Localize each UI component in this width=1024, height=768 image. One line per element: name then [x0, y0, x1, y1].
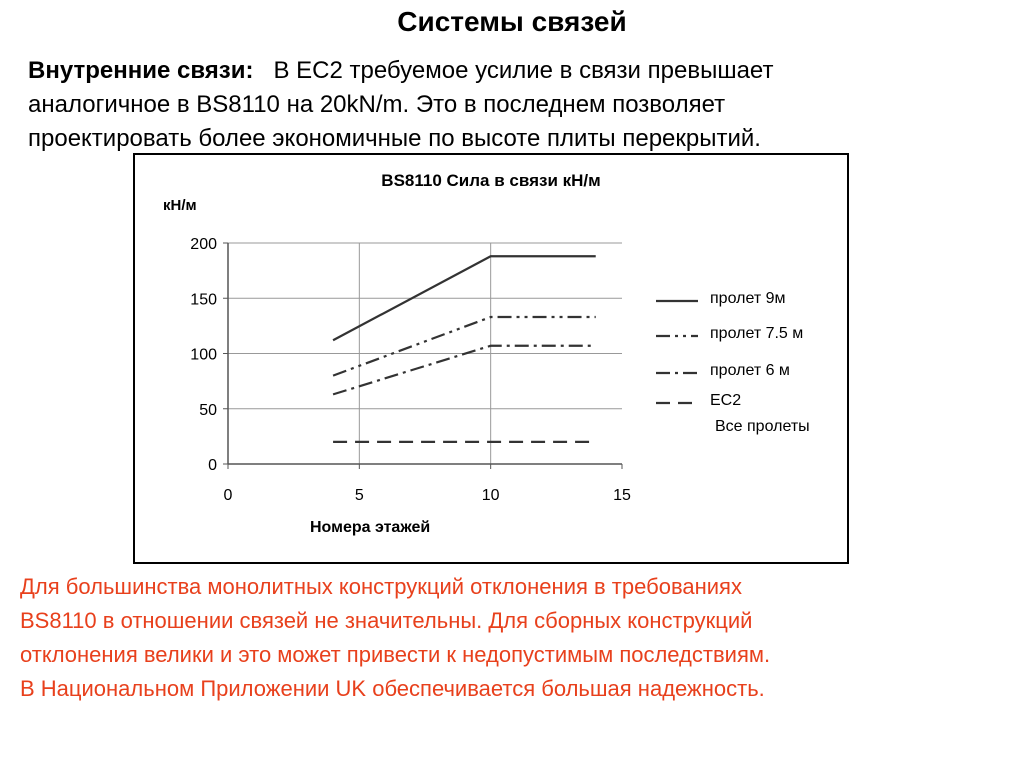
- intro-line-2: аналогичное в BS8110 на 20kN/m. Это в по…: [28, 91, 726, 118]
- intro-line-3: проектировать более экономичные по высот…: [28, 125, 761, 152]
- page-title: Системы связей: [397, 6, 627, 37]
- intro-paragraph: Внутренние связи: В EC2 требуемое усилие…: [28, 54, 998, 156]
- y-tick-label: 150: [190, 291, 217, 308]
- conclusion-line-3: отклонения велики и это может привести к…: [20, 642, 771, 667]
- y-tick-label: 200: [190, 236, 217, 253]
- series-line-span-9: [332, 255, 596, 342]
- chart-frame: BS8110 Сила в связи кН/м кН/м 0 50 100 150 2…: [133, 153, 849, 564]
- conclusion-paragraph: Для большинства монолитных конструкций о…: [20, 570, 1010, 706]
- conclusion-line-2: BS8110 в отношении связей не значительны…: [20, 608, 753, 633]
- conclusion-line-4: В Национальном Приложении UK обеспечивае…: [20, 676, 765, 701]
- series-line-span-7-5: [332, 315, 596, 377]
- x-tick-label: 5: [355, 487, 364, 504]
- intro-label: Внутренние связи:: [28, 57, 254, 84]
- chart-title: BS8110 Сила в связи кН/м: [381, 171, 601, 190]
- x-tick-label: 15: [613, 487, 631, 504]
- x-axis-label: Номера этажей: [310, 519, 431, 536]
- chart-plot: 0 50 100 150 200 0 5 10 15: [190, 236, 698, 504]
- legend-label-all-spans: Все пролеты: [715, 418, 810, 435]
- legend-label-ec2: EC2: [710, 392, 742, 409]
- conclusion-line-1: Для большинства монолитных конструкций о…: [20, 574, 742, 599]
- x-tick-label: 10: [482, 487, 500, 504]
- x-tick-label: 0: [224, 487, 233, 504]
- intro-line-1: Внутренние связи: В EC2 требуемое усилие…: [28, 54, 998, 88]
- legend-label-span-6: пролет 6 м: [710, 362, 790, 379]
- series-line-span-6: [332, 344, 596, 396]
- y-axis-label: кН/м: [163, 197, 197, 214]
- legend-label-span-7-5: пролет 7.5 м: [710, 325, 804, 342]
- y-tick-label: 0: [208, 457, 217, 474]
- y-tick-label: 100: [190, 347, 217, 364]
- y-tick-label: 50: [199, 402, 217, 419]
- legend-label-span-9: пролет 9м: [710, 290, 786, 307]
- intro-text-1: В EC2 требуемое усилие в связи превышает: [273, 57, 774, 84]
